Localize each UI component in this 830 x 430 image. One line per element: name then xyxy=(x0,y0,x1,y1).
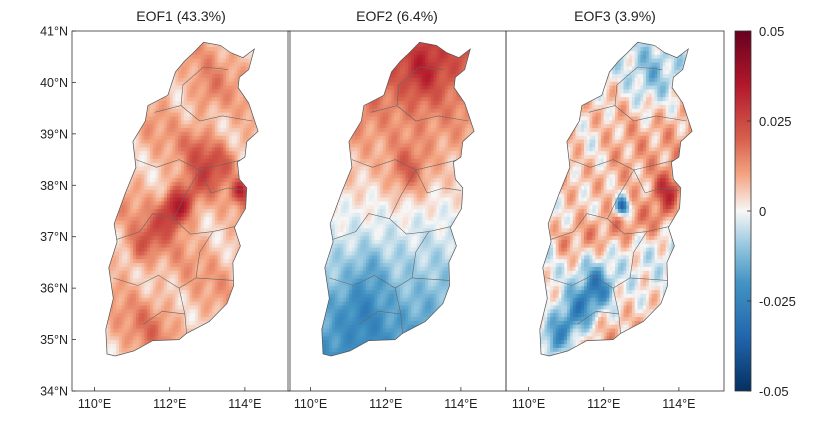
colorbar: 0.05 0.025 0 -0.025 -0.05 xyxy=(734,24,796,399)
y-tick-label: 40°N xyxy=(40,76,68,90)
y-tick-label: 36°N xyxy=(40,282,68,296)
eof-field xyxy=(321,42,475,357)
city-border xyxy=(588,105,687,122)
x-tick-label: 114°E xyxy=(662,397,695,411)
x-tick-label: 110°E xyxy=(78,397,111,411)
panel-title: EOF3 (3.9%) xyxy=(574,8,656,24)
colorbar-tick-label: 0.025 xyxy=(759,114,792,129)
map-panel-1: EOF1 (43.3%) 110°E 112°E 114°E 34°N 35°N 36°N 3… xyxy=(40,8,291,411)
city-border xyxy=(370,105,469,122)
map-panel-3: EOF3 (3.9%) 110°E 112°E 114°E xyxy=(505,8,725,411)
panel-title: EOF2 (6.4%) xyxy=(356,8,438,24)
city-border xyxy=(359,310,401,325)
city-border xyxy=(173,169,201,219)
eof-field xyxy=(539,42,693,357)
city-border xyxy=(614,66,663,106)
city-border xyxy=(396,66,445,106)
x-tick-label: 112°E xyxy=(369,397,402,411)
map-panel-2: EOF2 (6.4%) 110°E 112°E 114°E xyxy=(287,8,507,411)
colorbar-tick-label: 0 xyxy=(759,204,766,219)
city-border xyxy=(351,159,460,171)
city-border xyxy=(180,66,229,106)
y-tick-label: 35°N xyxy=(40,333,68,347)
eof-field xyxy=(105,42,259,357)
x-tick-label: 114°E xyxy=(444,397,477,411)
city-border xyxy=(329,274,450,289)
city-border xyxy=(607,169,635,219)
province-outline xyxy=(539,41,693,357)
city-border xyxy=(411,231,430,278)
y-tick-label: 37°N xyxy=(40,230,68,244)
city-border xyxy=(389,169,417,219)
city-border xyxy=(113,274,234,289)
colorbar-tick-label: -0.025 xyxy=(759,294,796,309)
city-border xyxy=(547,274,668,289)
city-border xyxy=(629,231,648,278)
panel-frame xyxy=(71,30,291,392)
x-tick-label: 110°E xyxy=(294,397,327,411)
x-tick-label: 112°E xyxy=(587,397,620,411)
province-outline xyxy=(105,41,259,357)
city-border xyxy=(154,105,253,122)
panel-title: EOF1 (43.3%) xyxy=(136,8,225,24)
y-tick-label: 41°N xyxy=(40,25,68,39)
city-border xyxy=(569,159,678,171)
colorbar-tick-label: -0.05 xyxy=(759,384,789,399)
x-tick-label: 112°E xyxy=(153,397,186,411)
panel-frame xyxy=(505,30,725,392)
city-border xyxy=(577,310,619,325)
city-border xyxy=(199,169,245,194)
city-border xyxy=(633,169,679,194)
city-border xyxy=(135,159,244,171)
colorbar-tick-label: 0.05 xyxy=(759,24,784,39)
province-outline xyxy=(321,41,475,357)
city-border xyxy=(195,231,214,278)
x-tick-label: 114°E xyxy=(228,397,261,411)
city-border xyxy=(143,310,185,325)
y-tick-label: 38°N xyxy=(40,179,68,193)
y-tick-label: 34°N xyxy=(40,385,68,399)
city-border xyxy=(415,169,461,194)
x-tick-label: 110°E xyxy=(512,397,545,411)
y-tick-label: 39°N xyxy=(40,127,68,141)
